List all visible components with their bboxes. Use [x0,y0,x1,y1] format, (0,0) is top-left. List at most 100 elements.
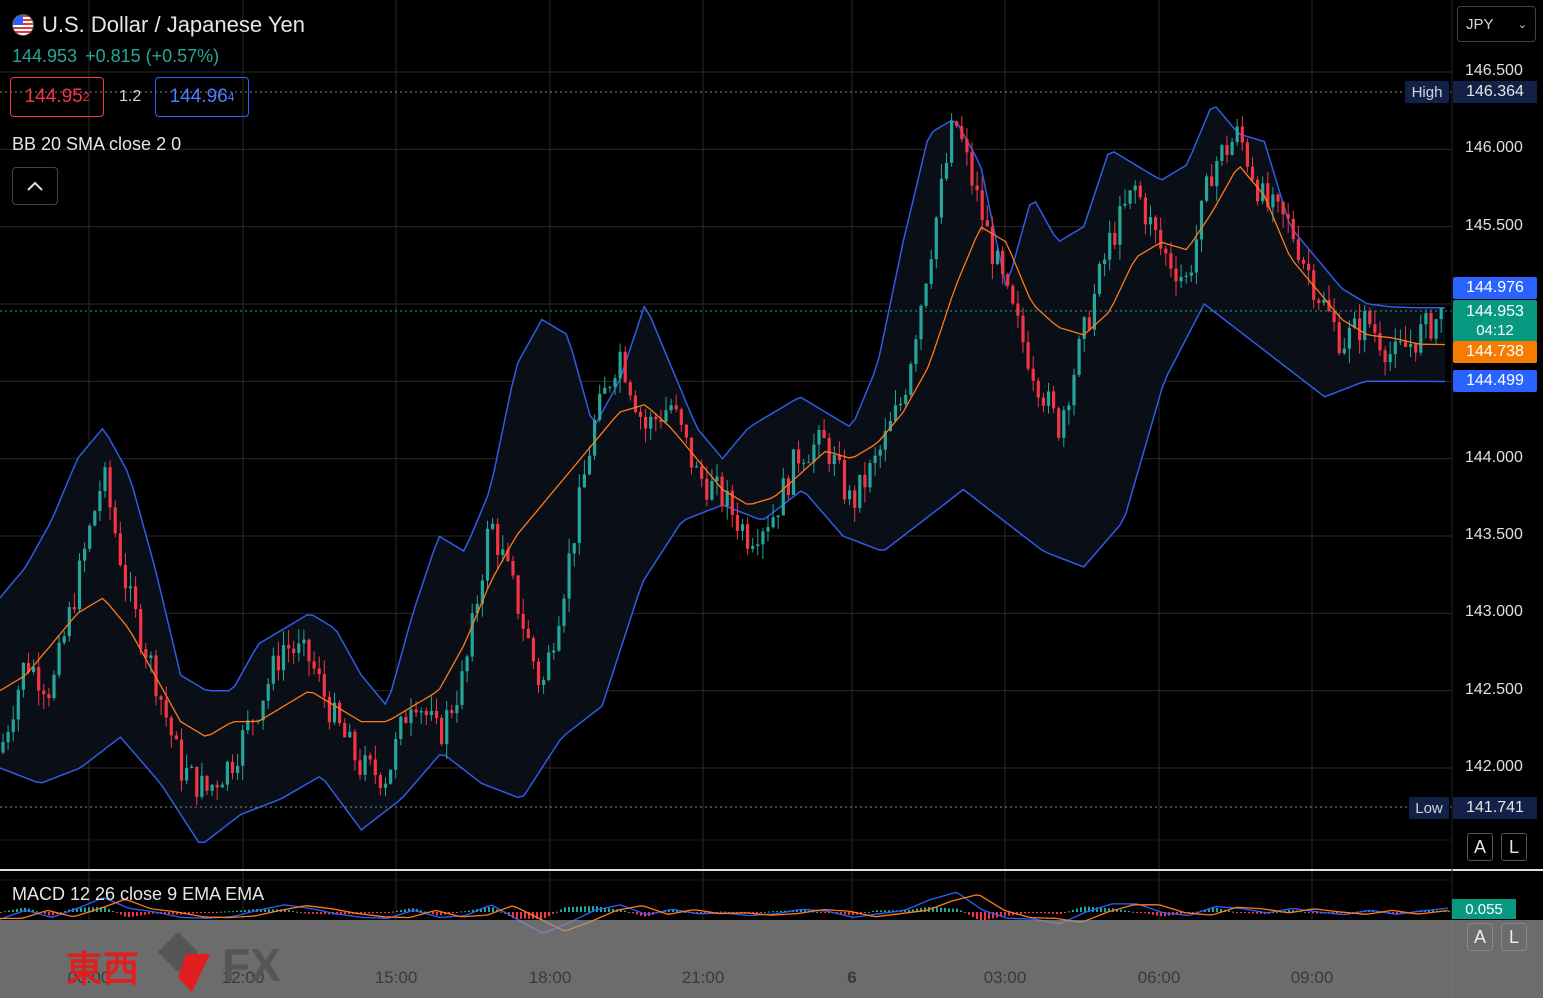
macd-histogram-bar [964,912,966,913]
log-scale-button[interactable]: L [1501,833,1527,861]
macd-histogram-bar [1256,912,1258,914]
candle-body [598,393,602,420]
macd-histogram-bar [244,910,246,912]
macd-histogram-bar [316,912,318,914]
candle-body [1143,197,1147,225]
chevron-down-icon: ⌄ [1517,18,1527,31]
auto-scale-button[interactable]: A [1467,833,1493,861]
buy-button[interactable]: 144.96 4 [155,77,249,117]
macd-histogram-bar [132,912,134,917]
candle-body [822,429,826,439]
macd-histogram-bar [248,909,250,912]
macd-value-tag: 0.055 [1452,899,1516,919]
y-tick: 142.000 [1465,758,1523,775]
candle-body [37,667,41,691]
macd-histogram-bar [520,912,522,919]
bar-countdown: 04:12 [1476,322,1514,339]
candle-body [338,702,342,724]
macd-histogram-bar [1228,910,1230,912]
candle-body [1424,313,1428,325]
macd-histogram-bar [524,912,526,919]
currency-select[interactable]: JPY ⌄ [1457,6,1536,42]
candle-body [230,761,235,774]
macd-histogram-bar [1004,912,1006,916]
macd-histogram-bar [384,912,386,913]
macd-histogram-bar [224,911,226,913]
macd-histogram-bar [800,909,802,912]
macd-histogram-bar [840,912,842,915]
candle-body [368,755,372,760]
candle-body [470,613,474,657]
candle-body [904,394,908,404]
candle-body [914,339,918,365]
macd-histogram-bar [972,912,974,917]
candle-body [1266,183,1270,208]
macd-histogram-bar [1244,912,1246,914]
candle-body [1347,327,1351,349]
candle-body [1082,317,1086,339]
candle-body [1097,263,1102,294]
macd-histogram-bar [820,912,822,913]
candle-body [460,671,464,705]
spread-value: 1.2 [119,88,142,105]
candle-body [995,250,1000,265]
bb-indicator-label[interactable]: BB 20 SMA close 2 0 [12,134,182,154]
candle-body [1225,145,1229,155]
candle-body [1072,374,1076,406]
candle-body [287,645,291,649]
candle-body [1077,338,1081,375]
macd-auto-scale-button[interactable]: A [1467,923,1493,951]
macd-histogram-bar [608,908,610,912]
macd-histogram-bar [1084,906,1086,912]
macd-histogram-bar [684,911,686,913]
candle-body [955,121,959,127]
y-tick: 144.000 [1465,449,1523,466]
macd-histogram-bar [104,907,106,912]
sell-price-sup: 2 [82,90,90,104]
macd-log-scale-button[interactable]: L [1501,923,1527,951]
macd-histogram-bar [1284,910,1286,912]
candle-body [1434,319,1438,339]
candle-body [57,642,61,675]
y-tick: 142.500 [1465,681,1523,698]
macd-histogram-bar [1352,912,1354,913]
macd-histogram-bar [1312,912,1314,914]
candle-body [761,531,765,545]
collapse-indicators-button[interactable] [12,167,58,205]
macd-histogram-bar [1300,911,1302,913]
macd-histogram-bar [432,912,434,915]
macd-histogram-bar [956,908,958,912]
macd-histogram-bar [336,912,338,915]
candle-body [1240,126,1244,143]
macd-histogram-bar [852,912,854,915]
buy-price: 144.96 [169,86,228,107]
candle-body [373,759,377,776]
candle-body [837,454,841,461]
candle-body [587,455,592,475]
candle-body [1001,250,1005,275]
macd-histogram-bar [216,911,218,913]
candle-body [281,645,286,671]
sell-button[interactable]: 144.95 2 [10,77,104,117]
macd-histogram-bar [144,912,146,915]
candle-body [32,667,36,672]
candle-body [297,643,301,654]
candle-body [970,152,974,186]
macd-histogram-bar [76,907,78,912]
candle-body [1133,185,1137,191]
candle-body [113,507,117,534]
macd-histogram-bar [164,912,166,915]
candle-body [246,720,250,731]
candle-body [1261,183,1265,202]
candle-body [674,405,678,410]
macd-histogram-bar [4,911,6,913]
macd-histogram-bar [140,912,142,916]
macd-histogram-bar [752,912,754,914]
x-tick: 21:00 [681,968,725,987]
candle-body [542,680,546,686]
macd-indicator-label[interactable]: MACD 12 26 close 9 EMA EMA [12,884,265,904]
candle-body [276,655,280,671]
candle-body [200,775,204,797]
macd-histogram-bar [880,910,882,912]
